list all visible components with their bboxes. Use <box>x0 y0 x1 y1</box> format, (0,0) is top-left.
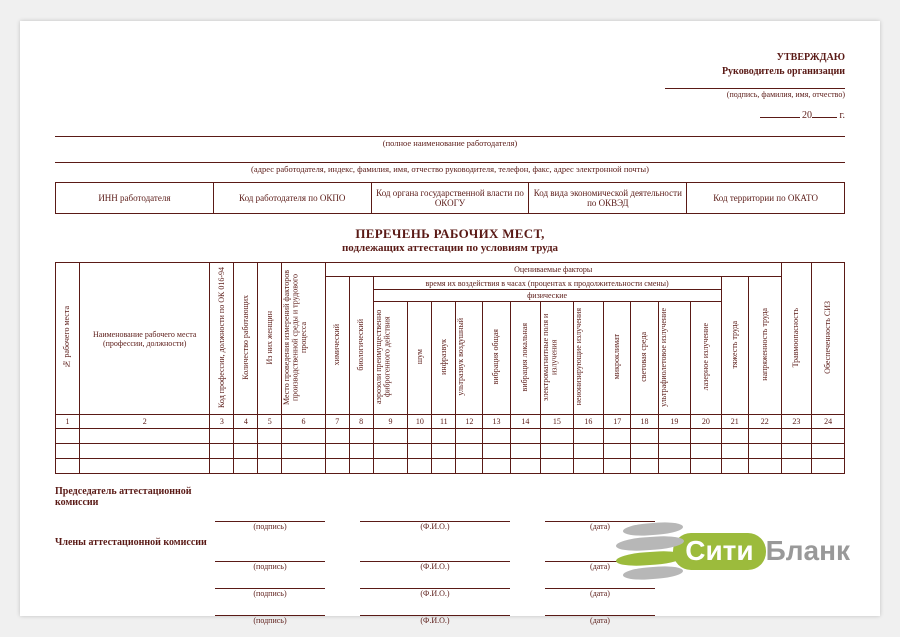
th: № рабочего места <box>63 306 71 369</box>
logo-part2: Бланк <box>766 535 850 566</box>
code-cell: ИНН работодателя <box>56 183 214 214</box>
th: лазерное излучение <box>702 323 710 390</box>
logo-part1: Сити <box>673 533 765 570</box>
logo-text: СитиБланк <box>673 535 850 567</box>
blank-line <box>760 106 800 118</box>
th: Код профессии, должности по ОК 016-94 <box>218 267 226 408</box>
caption-employer-full: (полное наименование работодателя) <box>55 138 845 148</box>
logo-shape-icon <box>613 521 683 581</box>
document-title: ПЕРЕЧЕНЬ РАБОЧИХ МЕСТ, подлежащих аттест… <box>55 226 845 254</box>
title-line2: подлежащих аттестации по условиям труда <box>55 242 845 254</box>
th: микроклимат <box>613 334 621 379</box>
th: ультрафиолетовое излучение <box>660 308 735 407</box>
approval-sig-caption: (подпись, фамилия, имя, отчество) <box>665 88 845 101</box>
th: инфразвук <box>440 339 448 375</box>
members-label: Члены аттестационной комиссии <box>55 537 215 548</box>
number-row: 123456789101112131415161718192021222324 <box>56 415 845 429</box>
main-table: № рабочего места Наименование рабочего м… <box>55 262 845 474</box>
watermark-logo: СитиБланк <box>613 521 850 581</box>
code-cell: Код органа государственной власти по ОКО… <box>371 183 529 214</box>
chair-label: Председатель аттестационной комиссии <box>55 486 215 508</box>
th: химический <box>333 324 341 365</box>
table-row <box>56 444 845 459</box>
th: Наименование рабочего места (профессии, … <box>79 263 210 415</box>
th: неионизирующие излучения <box>575 308 645 405</box>
approval-title: УТВЕРЖДАЮ <box>55 51 845 65</box>
code-cell: Код вида экономической деятельности по О… <box>529 183 687 214</box>
th: Количество работающих <box>242 295 250 380</box>
th-group: время их воздействия в часах (процентах … <box>373 277 721 290</box>
th: Обеспеченность СИЗ <box>824 301 832 374</box>
year-prefix: 20 <box>802 110 812 121</box>
th: вибрация общая <box>492 329 500 384</box>
th-group: Оцениваемые факторы <box>325 263 781 277</box>
th: световая среда <box>640 332 648 382</box>
approval-block: УТВЕРЖДАЮ Руководитель организации (подп… <box>55 51 845 122</box>
codes-table: ИНН работодателя Код работодателя по ОКП… <box>55 182 845 214</box>
th: вибрация локальная <box>521 323 529 391</box>
approval-role: Руководитель организации <box>55 65 845 79</box>
table-row <box>56 429 845 444</box>
year-suffix: г. <box>840 110 845 121</box>
th: напряженность труда <box>761 308 769 381</box>
blank-line <box>812 106 837 118</box>
title-line1: ПЕРЕЧЕНЬ РАБОЧИХ МЕСТ, <box>55 226 845 242</box>
code-cell: Код территории по ОКАТО <box>687 183 845 214</box>
document-page: УТВЕРЖДАЮ Руководитель организации (подп… <box>20 21 880 616</box>
code-cell: Код работодателя по ОКПО <box>213 183 371 214</box>
th: Из них женщин <box>266 311 274 364</box>
table-row <box>56 459 845 474</box>
th: Травмоопасность <box>792 308 800 367</box>
th: биологический <box>357 319 365 371</box>
th: шум <box>416 349 424 364</box>
caption-employer-address: (адрес работодателя, индекс, фамилия, им… <box>55 164 845 174</box>
th-group: физические <box>373 290 721 302</box>
